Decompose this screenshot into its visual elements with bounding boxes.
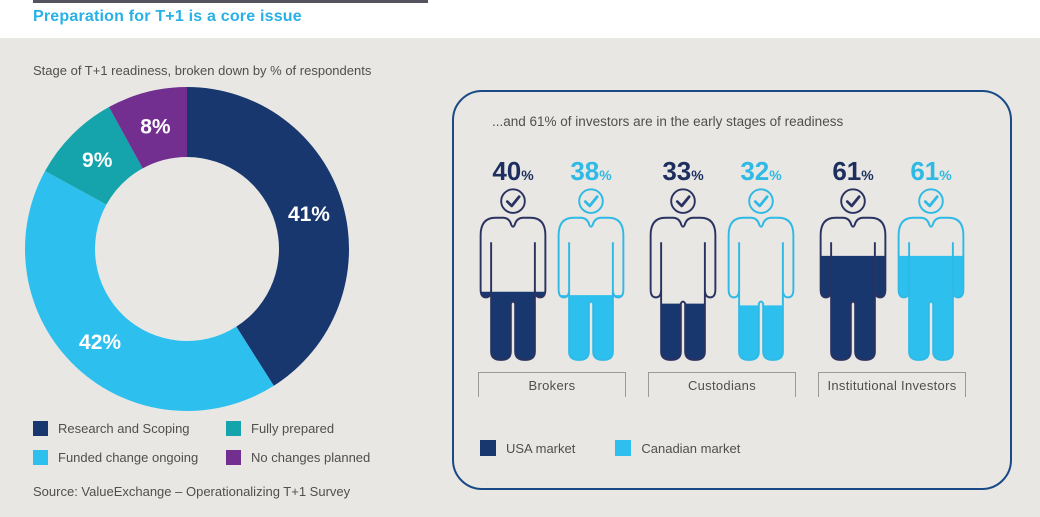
main-area: Stage of T+1 readiness, broken down by %… (0, 38, 1040, 517)
pct-value: 32 (740, 156, 770, 186)
figure-group-institutional-investors: 61% 61% Institutional Investors (818, 154, 966, 397)
category-label: Custodians (687, 377, 757, 393)
pct-value: 33 (662, 156, 692, 186)
category-label: Institutional Investors (827, 377, 957, 393)
legend-label: Funded change ongoing (58, 450, 199, 465)
legend-swatch (33, 450, 48, 465)
figure-group-brokers: 40% 38% Brokers (478, 154, 626, 397)
legend-item-usa-market: USA market (480, 440, 575, 456)
top-band: Preparation for T+1 is a core issue (0, 0, 1040, 38)
pct-label: 33% (662, 154, 703, 188)
figure-col-custodians-usa-market: 33% (648, 154, 718, 363)
figure-col-custodians-canadian-market: 32% (726, 154, 796, 363)
legend-label: Research and Scoping (58, 421, 190, 436)
legend-label: Fully prepared (251, 421, 335, 436)
legend-swatch (33, 421, 48, 436)
donut-value-label: 8% (140, 116, 171, 139)
legend-item-canadian-market: Canadian market (615, 440, 740, 456)
pct-label: 38% (570, 154, 611, 188)
legend-label: Canadian market (641, 440, 741, 456)
pct-label: 32% (740, 154, 781, 188)
donut-value-label: 42% (79, 331, 121, 354)
source-note: Source: ValueExchange – Operationalizing… (33, 484, 351, 499)
figure-pair: 61% 61% (818, 154, 966, 363)
donut-value-label: 9% (82, 149, 113, 172)
legend-swatch (226, 450, 241, 465)
figure-col-brokers-canadian-market: 38% (556, 154, 626, 363)
legend-swatch (226, 421, 241, 436)
pictogram-groups: 40% 38% Brokers 33% 32% Custodians 61% 61% Insti… (478, 154, 966, 397)
pct-value: 40 (492, 156, 522, 186)
pct-value: 61 (910, 156, 940, 186)
person-figure-brokers-usa-market (479, 188, 547, 361)
figure-head (578, 188, 604, 214)
person-figure-custodians-canadian-market (727, 188, 795, 361)
pct-unit: % (599, 167, 612, 183)
pct-value: 61 (832, 156, 862, 186)
figure-head (670, 188, 696, 214)
donut-chart-subtitle: Stage of T+1 readiness, broken down by %… (33, 63, 372, 78)
pct-unit: % (769, 167, 782, 183)
donut-slice-funded-change-ongoing (24, 170, 274, 412)
donut-chart: 41% 42% 9% 8% (22, 84, 352, 414)
legend-swatch (615, 440, 632, 456)
person-figure-institutional-investors-usa-market (819, 188, 887, 361)
category-bracket-custodians: Custodians (648, 372, 796, 397)
donut-slice-no-changes-planned (108, 87, 187, 169)
check-icon (505, 195, 521, 208)
check-icon (845, 195, 861, 208)
pct-unit: % (939, 167, 952, 183)
legend-swatch (480, 440, 496, 456)
legend-item-funded-change-ongoing: Funded change ongoing (33, 443, 226, 472)
category-bracket-institutional-investors: Institutional Investors (818, 372, 966, 397)
figure-head (500, 188, 526, 214)
panel-title: ...and 61% of investors are in the early… (492, 114, 844, 129)
check-icon (583, 195, 599, 208)
market-legend: USA market Canadian market (480, 440, 740, 456)
person-figure-institutional-investors-canadian-market (897, 188, 965, 361)
donut-slice-research-and-scoping (187, 87, 350, 386)
figure-col-institutional-investors-usa-market: 61% (818, 154, 888, 363)
figure-group-custodians: 33% 32% Custodians (648, 154, 796, 397)
category-bracket-brokers: Brokers (478, 372, 626, 397)
donut-chart-svg: 41% 42% 9% 8% (24, 87, 350, 412)
legend-item-no-changes-planned: No changes planned (226, 443, 370, 472)
figure-pair: 40% 38% (478, 154, 626, 363)
pct-label: 61% (832, 154, 873, 188)
category-label: Brokers (528, 377, 576, 393)
pct-value: 38 (570, 156, 600, 186)
figure-head (840, 188, 866, 214)
person-figure-brokers-canadian-market (557, 188, 625, 361)
pct-label: 40% (492, 154, 533, 188)
legend-label: USA market (506, 440, 576, 456)
donut-value-label: 41% (288, 203, 330, 226)
donut-slice-fully-prepared (45, 107, 143, 205)
figure-head (748, 188, 774, 214)
pct-unit: % (691, 167, 704, 183)
legend-item-fully-prepared: Fully prepared (226, 414, 370, 443)
investors-readiness-panel: ...and 61% of investors are in the early… (452, 90, 1012, 490)
person-figure-custodians-usa-market (649, 188, 717, 361)
check-icon (923, 195, 939, 208)
figure-head (918, 188, 944, 214)
pct-unit: % (521, 167, 534, 183)
pct-unit: % (861, 167, 874, 183)
donut-legend: Research and Scoping Fully prepared Funded… (33, 414, 370, 472)
pct-label: 61% (910, 154, 951, 188)
figure-col-institutional-investors-canadian-market: 61% (896, 154, 966, 363)
check-icon (753, 195, 769, 208)
legend-item-research-and-scoping: Research and Scoping (33, 414, 226, 443)
legend-label: No changes planned (251, 450, 371, 465)
figure-col-brokers-usa-market: 40% (478, 154, 548, 363)
check-icon (675, 195, 691, 208)
page-title: Preparation for T+1 is a core issue (33, 8, 302, 25)
cropped-text-artifact (33, 0, 428, 3)
figure-pair: 33% 32% (648, 154, 796, 363)
